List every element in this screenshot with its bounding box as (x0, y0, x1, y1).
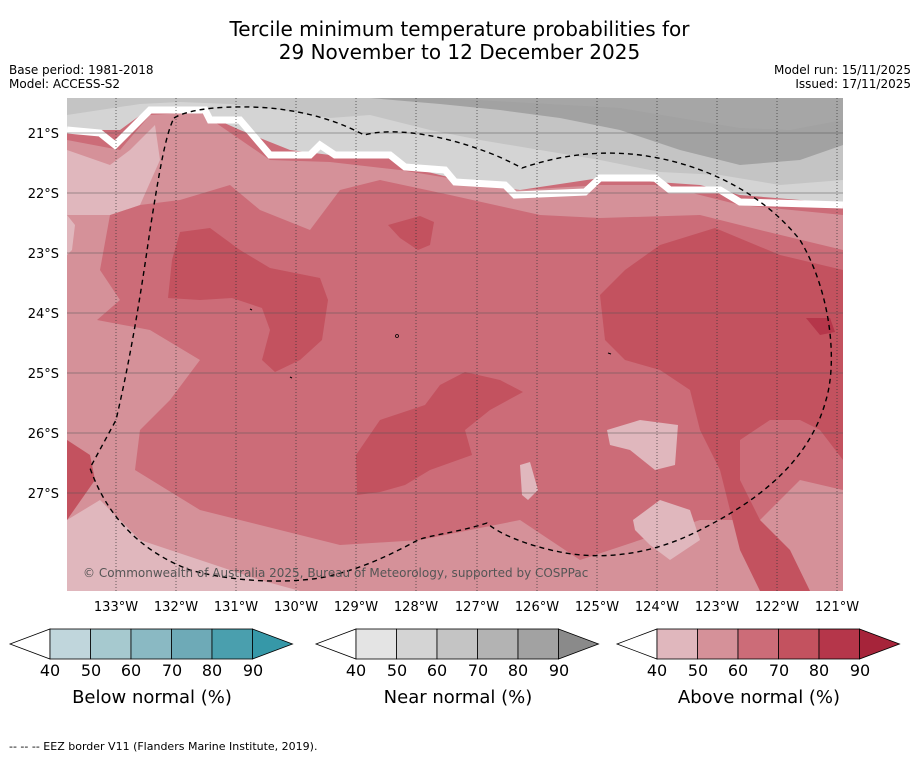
cb-below-extend-low (8, 628, 51, 660)
cb-above-tick-60: 60 (728, 661, 748, 680)
lat-label-25: 25°S (28, 367, 59, 382)
cb-near-swatch-0 (355, 628, 397, 660)
lon-gridlines (115, 98, 838, 591)
colorbar-near: 40 50 60 70 80 90 Near normal (%) (314, 628, 600, 708)
lon-label-124: 124°W (635, 600, 679, 615)
lat-labels: 21°S 22°S 23°S 24°S 25°S 26°S 27°S (28, 127, 59, 502)
lat-label-27: 27°S (28, 487, 59, 502)
cb-below-tick-40: 40 (40, 661, 60, 680)
eez-footnote: -- -- -- EEZ border V11 (Flanders Marine… (9, 740, 318, 753)
cb-near-swatch-4 (517, 628, 559, 660)
cb-near-tick-90: 90 (549, 661, 569, 680)
copyright-text: © Commonwealth of Australia 2025, Bureau… (83, 566, 588, 580)
cb-near-tick-50: 50 (387, 661, 407, 680)
cb-near-tick-40: 40 (346, 661, 366, 680)
issued-date: Issued: 17/11/2025 (795, 77, 911, 91)
above-70-region-west (168, 228, 328, 372)
cb-above-swatch-1 (697, 628, 739, 660)
cb-near-tick-80: 80 (508, 661, 528, 680)
lon-label-133: 133°W (94, 600, 138, 615)
cb-near-label: Near normal (%) (384, 687, 533, 708)
lon-label-122: 122°W (755, 600, 799, 615)
cb-near-extend-low (314, 628, 357, 660)
cb-above-swatch-0 (656, 628, 698, 660)
lon-label-132: 132°W (154, 600, 198, 615)
map-title: Tercile minimum temperature probabilitie… (0, 18, 919, 64)
lon-labels: 133°W 132°W 131°W 130°W 129°W 128°W 127°… (94, 600, 859, 615)
cb-above-tick-80: 80 (809, 661, 829, 680)
lon-label-121: 121°W (815, 600, 859, 615)
probability-field (67, 98, 843, 591)
cb-above-label: Above normal (%) (678, 687, 840, 708)
lon-label-123: 123°W (695, 600, 739, 615)
lat-label-22: 22°S (28, 187, 59, 202)
cb-above-swatch-3 (778, 628, 820, 660)
cb-above-swatch-4 (818, 628, 860, 660)
cb-near-tick-70: 70 (468, 661, 488, 680)
meta-right: Model run: 15/11/2025 Issued: 17/11/2025 (774, 63, 911, 91)
lat-gridlines (67, 132, 843, 494)
cb-above-tick-50: 50 (688, 661, 708, 680)
lat-label-24: 24°S (28, 307, 59, 322)
cb-below-swatch-2 (130, 628, 172, 660)
cb-below-swatch-4 (211, 628, 253, 660)
above-40-patch-e (607, 420, 678, 470)
cb-above-extend-high (859, 628, 901, 660)
cb-below-tick-90: 90 (243, 661, 263, 680)
above-70-region-south (356, 372, 523, 495)
lon-label-130: 130°W (274, 600, 318, 615)
cb-below-tick-50: 50 (81, 661, 101, 680)
tercile-boundary (67, 106, 843, 209)
cb-near-swatch-2 (436, 628, 478, 660)
cb-below-swatch-3 (171, 628, 213, 660)
model-run: Model run: 15/11/2025 (773, 63, 911, 77)
title-line-1: Tercile minimum temperature probabilitie… (229, 17, 690, 41)
colorbar-below: 40 50 60 70 80 90 Below normal (%) (8, 628, 294, 708)
title-line-2: 29 November to 12 December 2025 (278, 40, 641, 64)
lon-label-126: 126°W (515, 600, 559, 615)
lon-label-125: 125°W (575, 600, 619, 615)
cb-below-swatch-1 (90, 628, 132, 660)
cb-below-label: Below normal (%) (72, 687, 232, 708)
lat-label-21: 21°S (28, 127, 59, 142)
cb-near-extend-high (558, 628, 600, 660)
model-name: Model: ACCESS-S2 (9, 77, 121, 91)
lon-label-127: 127°W (455, 600, 499, 615)
island-marker (395, 334, 399, 338)
cb-below-tick-80: 80 (202, 661, 222, 680)
cb-above-tick-90: 90 (850, 661, 870, 680)
meta-left: Base period: 1981-2018 Model: ACCESS-S2 (9, 63, 154, 91)
above-70-region-east (600, 228, 843, 591)
lat-label-23: 23°S (28, 247, 59, 262)
cb-above-tick-70: 70 (769, 661, 789, 680)
lon-label-129: 129°W (334, 600, 378, 615)
colorbar-above: 40 50 60 70 80 90 Above normal (%) (615, 628, 901, 708)
cb-below-tick-60: 60 (121, 661, 141, 680)
cb-above-swatch-2 (737, 628, 779, 660)
base-period: Base period: 1981-2018 (9, 63, 154, 77)
eez-border (89, 106, 833, 582)
cb-near-tick-60: 60 (427, 661, 447, 680)
cb-below-swatch-0 (49, 628, 91, 660)
lon-label-128: 128°W (394, 600, 438, 615)
cb-near-swatch-1 (396, 628, 438, 660)
cb-above-extend-low (615, 628, 658, 660)
cb-near-swatch-3 (477, 628, 519, 660)
cb-above-tick-40: 40 (647, 661, 667, 680)
cb-below-tick-70: 70 (162, 661, 182, 680)
above-40-patch-nw (67, 125, 160, 215)
cb-below-extend-high (252, 628, 294, 660)
lon-label-131: 131°W (214, 600, 258, 615)
above-80-patch (806, 318, 835, 335)
above-40-patch-sw (67, 500, 300, 591)
lat-label-26: 26°S (28, 427, 59, 442)
